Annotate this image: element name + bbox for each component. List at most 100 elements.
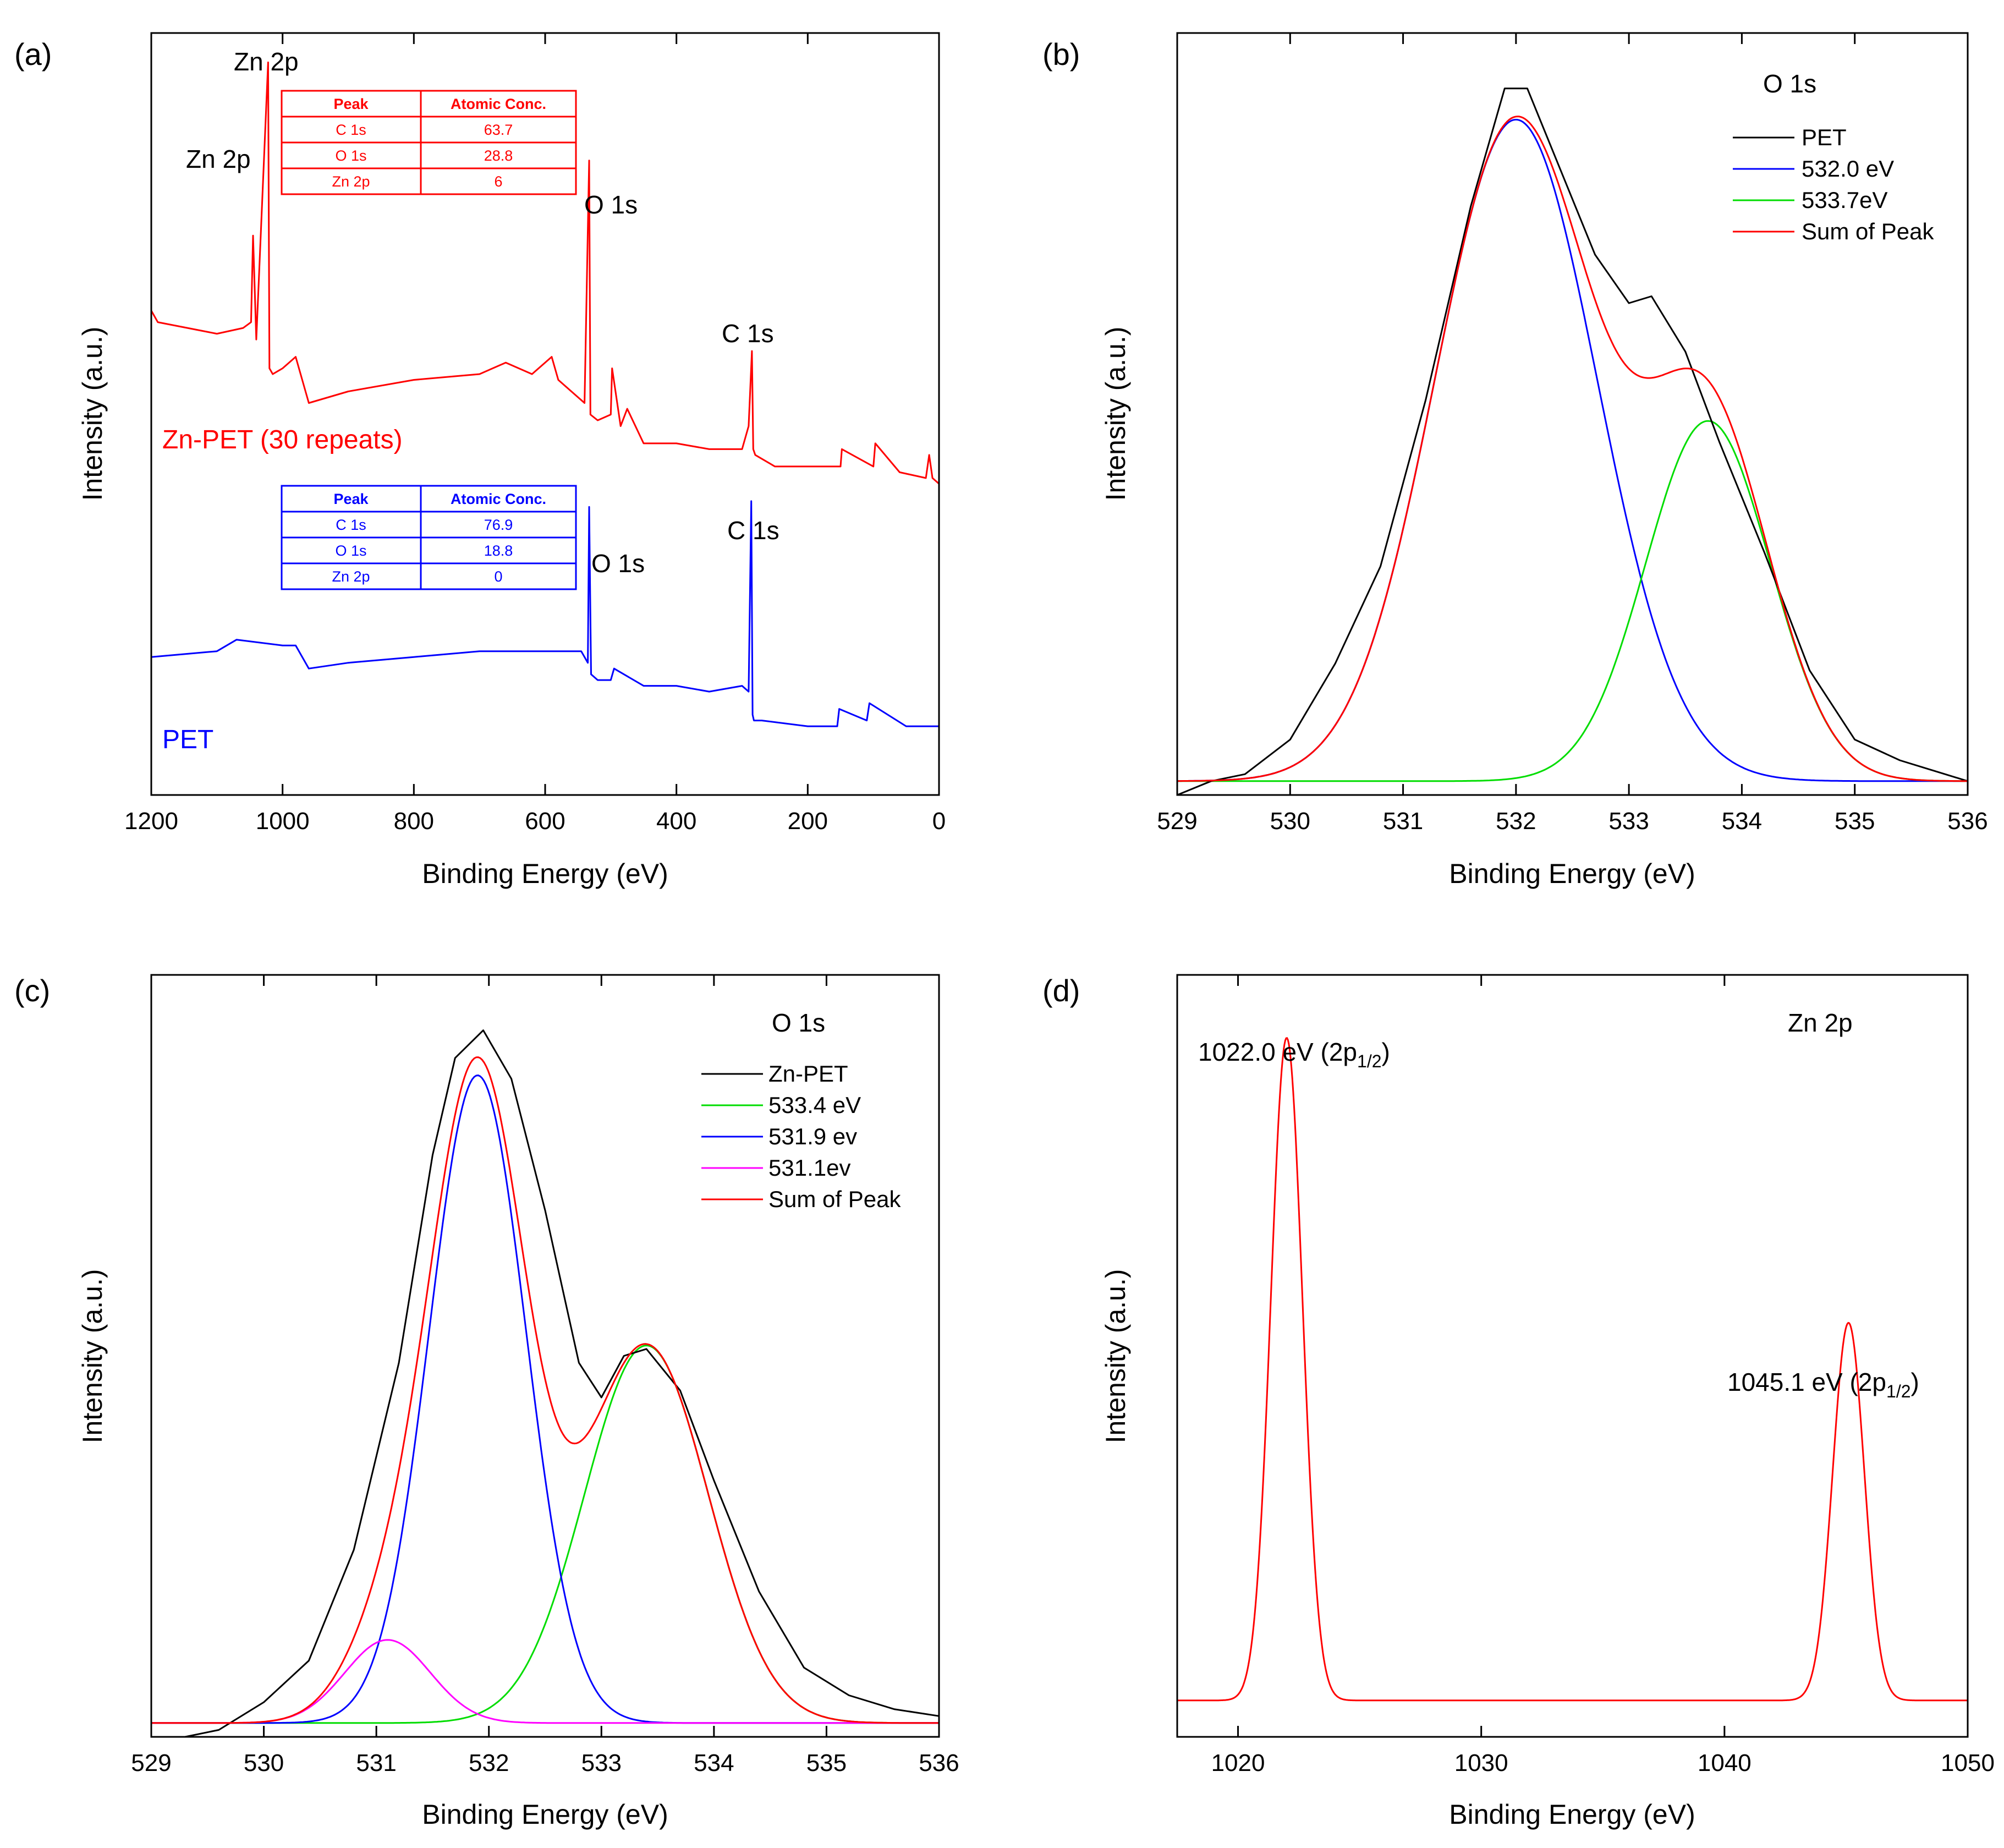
x-tick-label: 532 (1496, 808, 1536, 835)
table-blue-cell: C 1s (336, 517, 366, 533)
x-tick-label: 532 (469, 1750, 509, 1776)
x-tick-label: 200 (788, 808, 828, 835)
table-blue-cell: Zn 2p (332, 568, 370, 585)
series-label-pet: PET (162, 725, 213, 754)
panel-a-x-label: Binding Energy (eV) (422, 858, 668, 889)
panel-b-x-label: Binding Energy (eV) (1449, 858, 1695, 889)
panel-a-frame (150, 32, 940, 796)
panel-c-frame (150, 974, 940, 1738)
x-tick-label: 600 (525, 808, 565, 835)
x-tick-label: 530 (244, 1750, 284, 1776)
table-red-cell: O 1s (335, 147, 366, 164)
legend-531-9-ev: 531.9 ev (768, 1123, 857, 1149)
x-tick-label: 1050 (1941, 1750, 1995, 1776)
table-blue-cell: 0 (494, 568, 502, 585)
table-red-header-conc: Atomic Conc. (451, 96, 546, 112)
fit-531-1-ev-line (151, 1639, 939, 1724)
x-tick-label: 535 (1835, 808, 1875, 835)
table-red-cell: Zn 2p (332, 173, 370, 190)
panel-c-legend: Zn-PET 533.4 eV 531.9 ev 531.1ev Sum of … (701, 1061, 901, 1212)
atomic-conc-table-zn-pet (281, 90, 577, 195)
x-tick-label: 535 (806, 1750, 847, 1776)
panel-c-x-label: Binding Energy (eV) (422, 1799, 668, 1830)
table-blue-cell: 18.8 (484, 542, 513, 559)
panel-a-survey: (a) 1200 1000 800 600 400 200 0 Binding Energy… (14, 32, 946, 889)
legend-sum-of-peak: Sum of Peak (768, 1186, 901, 1212)
x-tick-label: 1200 (124, 808, 178, 835)
table-blue-header-peak: Peak (333, 491, 369, 507)
panel-b-frame (1176, 32, 1969, 796)
table-red-cell: C 1s (336, 122, 366, 138)
x-tick-label: 1020 (1211, 1750, 1265, 1776)
table-blue-cell: O 1s (335, 542, 366, 559)
x-tick-label: 534 (1722, 808, 1762, 835)
x-tick-label: 1000 (256, 808, 310, 835)
panel-d-x-label: Binding Energy (eV) (1449, 1799, 1695, 1830)
panel-b-x-axis: 529 530 531 532 533 534 535 536 (1157, 33, 1988, 835)
series-label-zn-pet: Zn-PET (30 repeats) (162, 425, 403, 454)
panel-d-label: (d) (1042, 973, 1080, 1008)
panel-d-zn-2p: (d) 1020 1030 1040 1050 Binding Energy (eV)… (1042, 973, 1995, 1830)
legend-sum-of-peak: Sum of Peak (1802, 218, 1934, 244)
table-red-cell: 63.7 (484, 122, 513, 138)
x-tick-label: 536 (1947, 808, 1987, 835)
annotation-c1s-pet: C 1s (727, 516, 779, 545)
fit-533-7-ev-line (1177, 420, 1968, 782)
x-tick-label: 530 (1270, 808, 1310, 835)
x-tick-label: 533 (581, 1750, 622, 1776)
x-tick-label: 400 (656, 808, 696, 835)
zn-pet-data-line (151, 1029, 940, 1738)
panel-b-y-label: Intensity (a.u.) (1100, 327, 1131, 501)
legend-533-7-ev: 533.7eV (1802, 187, 1887, 213)
x-tick-label: 536 (919, 1750, 959, 1776)
panel-a-y-label: Intensity (a.u.) (77, 327, 108, 501)
legend-zn-pet: Zn-PET (768, 1061, 848, 1087)
legend-531-1-ev: 531.1ev (768, 1155, 850, 1181)
x-tick-label: 529 (131, 1750, 171, 1776)
annotation-o1s-zn-pet: O 1s (584, 190, 638, 219)
panel-b-label: (b) (1042, 37, 1080, 72)
x-tick-label: 533 (1608, 808, 1649, 835)
panel-c-title: O 1s (772, 1008, 825, 1037)
x-tick-label: 534 (694, 1750, 734, 1776)
x-tick-label: 1040 (1698, 1750, 1752, 1776)
x-tick-label: 0 (932, 808, 946, 835)
zn-pet-survey-line (150, 61, 940, 485)
atomic-conc-table-pet (281, 485, 577, 590)
table-blue-header-conc: Atomic Conc. (451, 491, 546, 507)
panel-b-legend: PET 532.0 eV 533.7eV Sum of Peak (1733, 124, 1934, 244)
zn-2p-spectrum-line (1177, 1037, 1968, 1702)
legend-533-4-ev: 533.4 eV (768, 1092, 861, 1118)
panel-d-frame (1176, 974, 1969, 1738)
panel-d-x-axis: 1020 1030 1040 1050 (1211, 975, 1995, 1776)
panel-b-title: O 1s (1763, 69, 1816, 98)
panel-d-y-label: Intensity (a.u.) (1100, 1269, 1131, 1444)
panel-a-x-axis: 1200 1000 800 600 400 200 0 (124, 33, 946, 835)
panel-d-title: Zn 2p (1788, 1008, 1853, 1037)
annotation-peak-1045: 1045.1 eV (2p1/2) (1727, 1368, 1919, 1401)
x-tick-label: 800 (394, 808, 434, 835)
sum-of-peak-line (151, 1056, 939, 1724)
annotation-peak-1022: 1022.0 eV (2p1/2) (1198, 1038, 1390, 1071)
legend-pet: PET (1802, 124, 1847, 150)
x-tick-label: 1030 (1454, 1750, 1508, 1776)
annotation-zn-2p-high: Zn 2p (234, 47, 299, 76)
annotation-zn-2p-low: Zn 2p (186, 145, 251, 173)
panel-a-label: (a) (14, 37, 52, 72)
sum-of-peak-line (1177, 116, 1968, 782)
panel-c-o1s-zn-pet: (c) 529 530 531 532 533 534 535 536 Binding Ene… (14, 973, 959, 1830)
annotation-o1s-pet: O 1s (591, 549, 645, 578)
x-tick-label: 529 (1157, 808, 1197, 835)
panel-c-x-axis: 529 530 531 532 533 534 535 536 (131, 975, 959, 1776)
table-red-cell: 28.8 (484, 147, 513, 164)
panel-c-label: (c) (14, 973, 50, 1008)
pet-data-line (1177, 87, 1968, 796)
annotation-c1s-zn-pet: C 1s (722, 319, 774, 348)
panel-b-o1s-pet: (b) 529 530 531 532 533 534 535 536 Binding Ene… (1042, 32, 1988, 889)
table-red-header-peak: Peak (333, 96, 369, 112)
x-tick-label: 531 (1383, 808, 1423, 835)
table-red-cell: 6 (494, 173, 502, 190)
x-tick-label: 531 (356, 1750, 396, 1776)
panel-c-y-label: Intensity (a.u.) (77, 1269, 108, 1444)
